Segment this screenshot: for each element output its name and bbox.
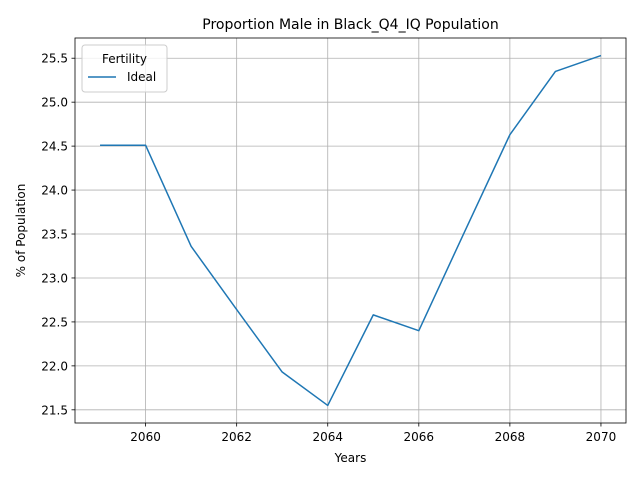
y-tick-label: 24.0	[41, 184, 68, 198]
y-tick-label: 25.5	[41, 52, 68, 66]
y-tick-label: 24.5	[41, 140, 68, 154]
x-tick-label: 2068	[495, 430, 526, 444]
legend-title: Fertility	[102, 52, 147, 66]
x-ticks: 2060 2062 2064 2066 2068 2070	[130, 423, 616, 444]
plot-frame	[74, 37, 627, 424]
legend: Fertility Ideal	[81, 44, 168, 93]
legend-box	[81, 44, 168, 93]
x-tick-label: 2064	[312, 430, 343, 444]
y-tick-label: 23.5	[41, 228, 68, 242]
y-tick-label: 25.0	[41, 96, 68, 110]
grid-lines	[75, 38, 626, 423]
y-tick-label: 22.5	[41, 315, 68, 329]
y-tick-label: 21.5	[41, 403, 68, 417]
x-tick-label: 2066	[404, 430, 435, 444]
series-line-ideal	[100, 54, 602, 407]
y-tick-label: 22.0	[41, 359, 68, 373]
x-tick-label: 2060	[130, 430, 161, 444]
x-axis-label: Years	[334, 451, 367, 465]
legend-entry-ideal: Ideal	[127, 70, 156, 84]
x-tick-label: 2070	[586, 430, 617, 444]
y-axis-label: % of Population	[14, 184, 28, 278]
chart-title: Proportion Male in Black_Q4_IQ Populatio…	[202, 17, 498, 33]
y-tick-label: 23.0	[41, 271, 68, 285]
x-tick-label: 2062	[221, 430, 252, 444]
series-layer	[100, 54, 602, 407]
y-ticks: 21.5 22.0 22.5 23.0 23.5 24.0 24.5 25.0 25.5	[41, 52, 75, 417]
